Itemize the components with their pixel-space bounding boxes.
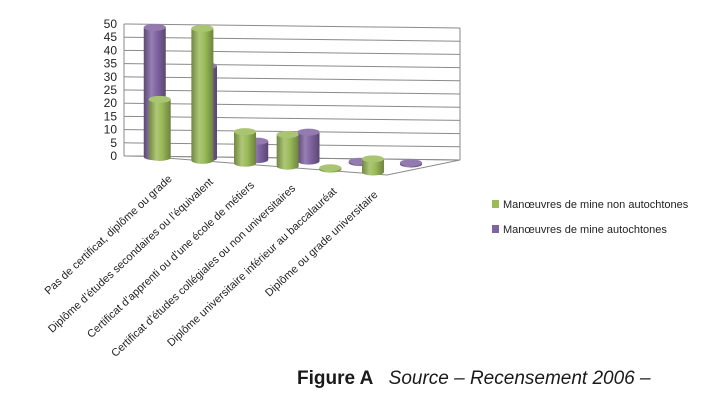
y-tick-label-6: 30 <box>104 70 118 84</box>
bar-s0-c5-body <box>361 158 384 176</box>
legend-swatch-1 <box>492 225 499 233</box>
bar-s0-c4-top <box>319 164 342 172</box>
bar-s1-c3-body <box>297 132 320 165</box>
bar-s0-c1-body <box>191 28 214 164</box>
y-tick-label-9: 45 <box>104 30 118 44</box>
category-label-2: Certificat d’apprenti ou d’une école de … <box>85 179 257 341</box>
gridline-8 <box>123 49 461 55</box>
y-tick-label-5: 25 <box>104 83 118 97</box>
category-label-1: Diplôme d’études secondaires ou l’équiva… <box>46 176 216 335</box>
bar-s0-c3-top <box>276 131 299 139</box>
category-label-4: Diplôme universitaire inférieur au bacca… <box>165 186 339 349</box>
y-tick-label-2: 10 <box>104 123 118 137</box>
legend: Manœuvres de mine non autochtones Manœuvr… <box>492 199 689 236</box>
gridline-3 <box>123 115 461 121</box>
bar-s0-c2-top <box>234 128 257 136</box>
legend-label-0: Manœuvres de mine non autochtones <box>503 199 689 211</box>
bars <box>143 23 423 176</box>
bar-s1-c3 <box>297 128 320 165</box>
y-tick-label-3: 15 <box>104 109 118 123</box>
y-tick-label-8: 40 <box>104 43 118 57</box>
bar-s1-c0-top <box>143 23 166 31</box>
bar-s1-c3-top <box>297 128 320 136</box>
bar-s0-c0 <box>148 95 171 161</box>
y-tick-label-10: 50 <box>104 17 118 31</box>
gridline-4 <box>123 102 461 108</box>
bar-s1-c5-top <box>400 159 423 167</box>
figure-source: Source – Recensement 2006 – <box>388 368 651 389</box>
bar-s0-c3 <box>276 131 299 170</box>
gridline-5 <box>123 89 461 95</box>
bar-s0-c1-top <box>191 24 214 32</box>
bar-s0-c0-top <box>148 95 171 103</box>
y-tick-label-1: 5 <box>110 136 117 150</box>
gridline-9 <box>123 36 461 42</box>
bar-s0-c3-body <box>276 134 299 170</box>
bar-s0-c5-top <box>361 155 384 163</box>
y-tick-label-4: 20 <box>104 96 118 110</box>
y-tick-label-7: 35 <box>104 57 118 71</box>
gridline-7 <box>123 63 461 69</box>
bar-s0-c0-body <box>148 99 171 161</box>
chart-floor <box>123 155 461 176</box>
bar-s0-c1 <box>191 24 214 164</box>
figure-caption: Figure A Source – Recensement 2006 – <box>297 368 651 390</box>
bar-s0-c5 <box>361 155 384 176</box>
bar-s0-c4 <box>319 164 342 173</box>
legend-label-1: Manœuvres de mine autochtones <box>503 224 667 236</box>
gridline-6 <box>123 76 461 82</box>
bar-s0-c2 <box>234 128 257 167</box>
y-tick-label-0: 0 <box>110 149 117 163</box>
x-axis-labels: Pas de certificat, diplôme ou gradeDiplô… <box>43 173 381 360</box>
gridline-10 <box>123 23 461 29</box>
legend-swatch-0 <box>492 200 499 208</box>
bar-s1-c5 <box>400 159 423 168</box>
figure-label: Figure A <box>297 368 374 389</box>
bar-s0-c2-body <box>234 131 257 167</box>
